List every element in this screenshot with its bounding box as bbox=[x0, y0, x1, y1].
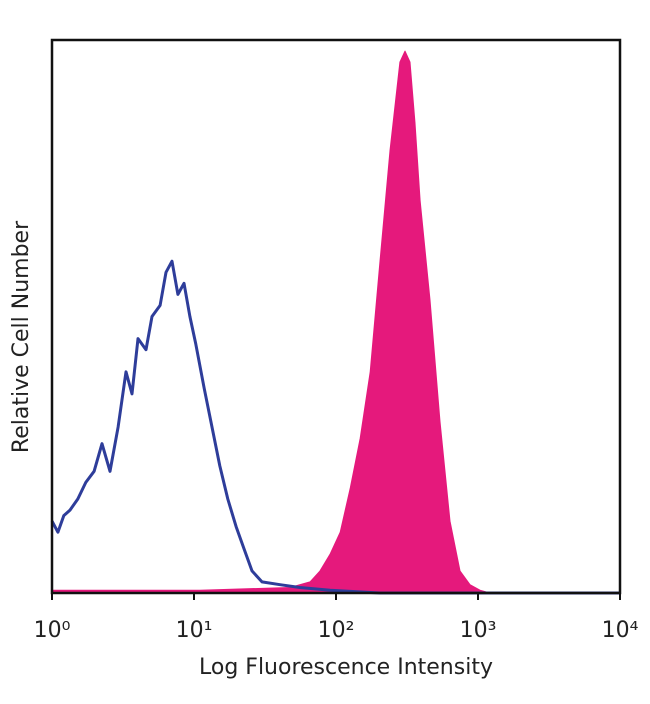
x-axis-label: Log Fluorescence Intensity bbox=[199, 655, 493, 680]
y-axis-label: Relative Cell Number bbox=[9, 220, 34, 453]
x-tick-label: 10⁴ bbox=[602, 618, 639, 643]
x-tick-label: 10² bbox=[318, 618, 355, 643]
histogram-area bbox=[51, 50, 621, 594]
histogram-line bbox=[50, 259, 620, 595]
plot-frame bbox=[50, 38, 622, 595]
x-tick-label: 10¹ bbox=[176, 618, 213, 643]
x-tick-label: 10³ bbox=[460, 618, 497, 643]
x-tick-label: 10⁰ bbox=[34, 618, 71, 643]
